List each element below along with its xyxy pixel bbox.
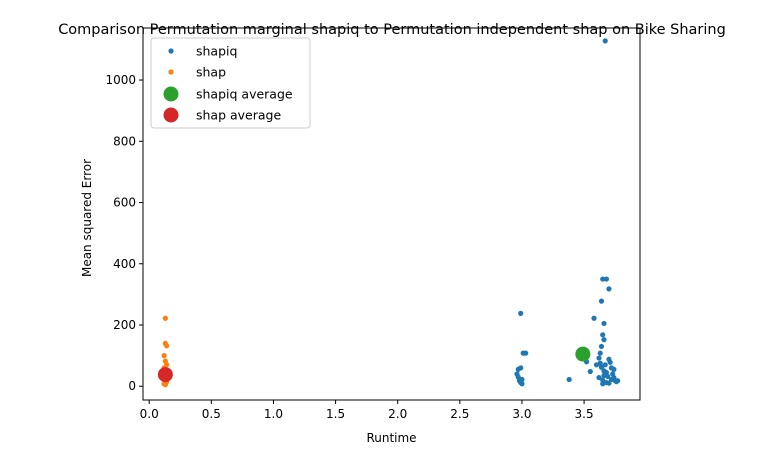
x-tick-label: 3.0 [512, 407, 531, 421]
y-tick-label: 800 [113, 134, 136, 148]
shapiq-point [611, 366, 617, 372]
shapiq-point [615, 378, 621, 384]
x-tick-label: 1.5 [326, 407, 345, 421]
legend-marker-shap [168, 69, 174, 75]
legend-marker-shapiq-average [163, 86, 179, 102]
shapiq-point [606, 286, 612, 292]
y-tick-label: 1000 [105, 73, 136, 87]
legend-marker-shapiq [168, 48, 174, 54]
shapiq-average-point [575, 346, 591, 362]
shapiq-point [518, 365, 524, 371]
legend-label-shapiq-average: shapiq average [196, 87, 293, 102]
shapiq-point [605, 373, 611, 380]
shapiq-point [596, 375, 602, 381]
shapiq-point [598, 364, 605, 370]
shap-point [162, 382, 168, 388]
shapiq-point [519, 376, 525, 383]
shapiq-point [597, 350, 603, 356]
shapiq-point [606, 380, 612, 386]
shapiq-point [602, 38, 608, 44]
shap-point [162, 315, 168, 321]
x-axis-label: Runtime [366, 431, 416, 445]
plot-frame [142, 27, 641, 401]
shapiq-point [600, 332, 606, 338]
x-tick-label: 0.0 [140, 407, 159, 421]
y-tick-label: 200 [113, 318, 136, 332]
shapiq-point [602, 362, 608, 368]
shapiq-point [591, 315, 597, 321]
shapiq-point [601, 337, 607, 343]
x-tick-label: 2.5 [450, 407, 469, 421]
y-tick-label: 0 [128, 379, 136, 393]
shapiq-point [519, 381, 525, 387]
shapiq-point [600, 377, 606, 383]
shapiq-point [523, 350, 529, 356]
shapiq-point [566, 376, 572, 383]
shapiq-point [608, 376, 615, 383]
legend-label-shapiq: shapiq [196, 44, 237, 59]
y-axis: 0 200 400 600 800 1000 [105, 73, 143, 393]
x-tick-label: 1.0 [264, 407, 283, 421]
x-tick-label: 2.0 [388, 407, 407, 421]
chart-title: Comparison Permutation marginal shapiq t… [58, 22, 726, 38]
shapiq-point [601, 320, 607, 327]
shap-point [164, 362, 170, 368]
y-tick-label: 400 [113, 257, 136, 271]
legend-label-shap: shap [196, 65, 226, 80]
shapiq-point [607, 359, 613, 365]
legend-marker-shap-average [163, 107, 179, 123]
shapiq-point [596, 355, 602, 361]
shapiq-point [597, 360, 603, 366]
y-axis-label: Mean squared Error [80, 159, 94, 277]
shapiq-point [603, 276, 610, 282]
shap-point [161, 353, 167, 359]
legend-box [150, 37, 311, 129]
legend-label-shap-average: shap average [196, 108, 281, 123]
shap-average-point [157, 367, 173, 383]
y-tick-label: 600 [113, 196, 136, 210]
shapiq-point [587, 368, 593, 375]
shap-point [164, 343, 170, 349]
shapiq-point [598, 298, 605, 304]
shapiq-point [598, 343, 605, 350]
x-tick-label: 3.5 [575, 407, 594, 421]
shapiq-point [518, 310, 524, 316]
points-layer [157, 38, 621, 388]
x-tick-label: 0.5 [202, 407, 221, 421]
legend: shapiq shap shapiq average shap average [150, 37, 311, 129]
x-axis: 0.0 0.5 1.0 1.5 2.0 2.5 3.0 3.5 [140, 400, 594, 421]
shapiq-point [600, 276, 606, 282]
